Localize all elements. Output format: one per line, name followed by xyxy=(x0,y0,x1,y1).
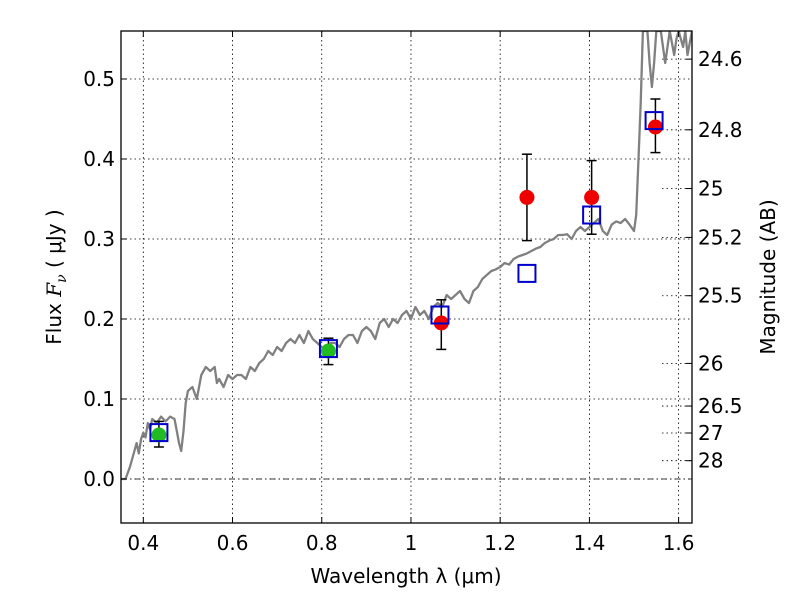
x-tick-label: 0.4 xyxy=(127,531,159,555)
x-axis-label: Wavelength λ (μm) xyxy=(310,564,501,588)
model-flux-square xyxy=(149,423,169,443)
magnitude-tick-label: 24.6 xyxy=(698,47,743,71)
model-flux-square xyxy=(517,263,537,283)
model-flux-square xyxy=(430,305,450,325)
y-axis-label-prefix: Flux xyxy=(42,297,66,345)
magnitude-tick-label: 26.5 xyxy=(698,394,743,418)
magnitude-tick-label: 25.2 xyxy=(698,225,743,249)
magnitude-tick-label: 25 xyxy=(698,177,723,201)
magnitude-tick-label: 24.8 xyxy=(698,118,743,142)
y-axis-label-subscript: ν xyxy=(54,274,70,283)
y-axis-label-symbol: F xyxy=(42,282,66,298)
x-tick-label: 1 xyxy=(405,531,418,555)
grid-lines xyxy=(121,31,692,523)
plot-data xyxy=(121,31,692,481)
right-axis-label: Magnitude (AB) xyxy=(756,199,780,354)
observed-flux-point-red xyxy=(519,189,535,205)
magnitude-tick-label: 27 xyxy=(698,421,723,445)
model-flux-square xyxy=(318,339,338,359)
y-tick-label: 0.4 xyxy=(83,147,115,171)
spectrum-line xyxy=(121,31,692,481)
observed-flux-point-red xyxy=(647,119,663,135)
y-tick-label: 0.0 xyxy=(83,467,115,491)
y-axis-label-unit: ( μJy ) xyxy=(42,209,66,274)
model-flux-square xyxy=(644,111,664,131)
magnitude-tick-label: 28 xyxy=(698,449,723,473)
y-tick-label: 0.2 xyxy=(83,307,115,331)
magnitude-tick-label: 26 xyxy=(698,351,723,375)
x-tick-label: 1.2 xyxy=(484,531,516,555)
x-tick-label: 0.6 xyxy=(217,531,249,555)
y-tick-label: 0.1 xyxy=(83,387,115,411)
y-axis-label: Flux Fν ( μJy ) xyxy=(42,209,70,344)
plot-frame xyxy=(120,30,693,524)
observed-flux-point-green xyxy=(320,343,336,359)
magnitude-tick-label: 25.5 xyxy=(698,284,743,308)
y-tick-label: 0.3 xyxy=(83,227,115,251)
x-tick-label: 1.6 xyxy=(663,531,695,555)
model-flux-square xyxy=(582,205,602,225)
x-tick-label: 1.4 xyxy=(573,531,605,555)
x-tick-label: 0.8 xyxy=(306,531,338,555)
observed-flux-point-red xyxy=(584,189,600,205)
observed-flux-point-green xyxy=(151,427,167,443)
axis-ticks: 0.4 0.6 0.8 1 1.2 1.4 1.6 0.0 0.1 0.2 0.3 0.4 0.5 24.… xyxy=(83,31,743,555)
y-tick-label: 0.5 xyxy=(83,67,115,91)
